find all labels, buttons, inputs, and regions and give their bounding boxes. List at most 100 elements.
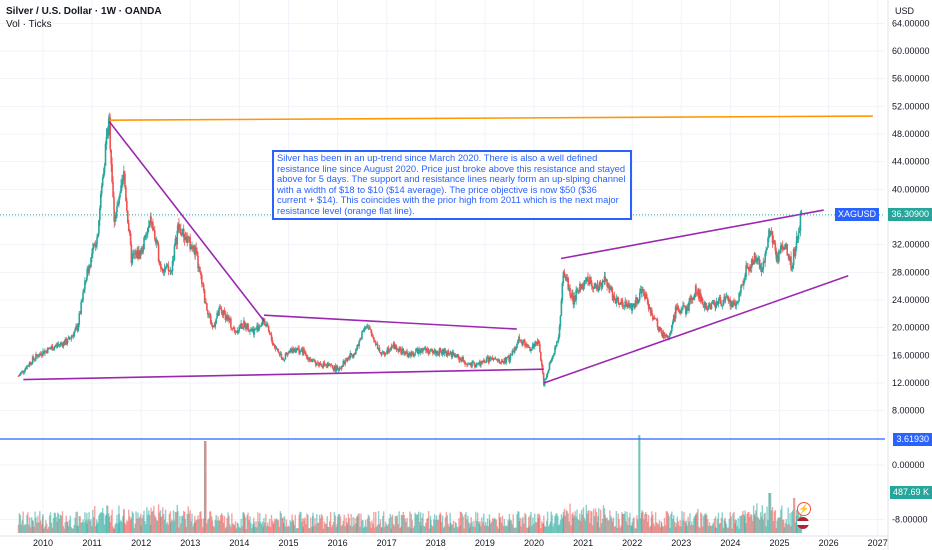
volume-bar	[140, 513, 142, 533]
candle-body	[141, 248, 143, 253]
volume-bar	[47, 527, 50, 533]
candle-body	[447, 350, 450, 355]
volume-bar	[321, 516, 324, 533]
candle-body	[529, 347, 531, 352]
candle-body	[469, 363, 471, 365]
candle-body	[438, 348, 441, 355]
candle-body	[277, 350, 280, 353]
volume-bar	[789, 513, 791, 533]
volume-bar	[298, 514, 300, 533]
volume-bar	[615, 511, 618, 533]
candle-body	[721, 305, 724, 307]
volume-bar	[110, 515, 112, 533]
candle-body	[349, 353, 352, 358]
currency-label[interactable]: USD	[895, 6, 915, 16]
volume-bar	[739, 516, 741, 533]
candle-body	[491, 357, 494, 360]
y-tick-label: 12.00000	[892, 378, 930, 388]
volume-bar	[268, 518, 271, 533]
candle-body	[602, 280, 605, 283]
candle-body	[89, 264, 91, 268]
candle-body	[542, 372, 545, 381]
candle-body	[38, 356, 40, 358]
candle-body	[578, 290, 580, 292]
volume-bar	[606, 517, 608, 533]
volume-bar	[688, 521, 690, 533]
candle-body	[742, 284, 744, 286]
candle-body	[792, 249, 795, 265]
volume-bar	[353, 525, 355, 533]
y-tick-label: 44.00000	[892, 157, 930, 167]
volume-bar	[647, 515, 650, 533]
flag-icon[interactable]	[797, 517, 809, 529]
volume-bar	[756, 503, 758, 533]
candle-body	[686, 305, 688, 311]
volume-bar	[263, 517, 265, 533]
candle-body	[137, 249, 139, 259]
candle-body	[357, 344, 359, 346]
volume-bar	[481, 517, 483, 533]
volume-bar	[375, 526, 378, 533]
candle-body	[356, 344, 359, 350]
volume-bar	[795, 515, 798, 533]
candle-body	[607, 283, 609, 287]
volume-bar	[349, 525, 351, 533]
volume-bar	[706, 514, 708, 533]
volume-bar	[30, 517, 33, 533]
candle-body	[314, 359, 316, 363]
volume-bar	[697, 508, 699, 533]
volume-bar	[251, 527, 253, 533]
x-tick-label: 2016	[328, 538, 348, 548]
volume-bar	[494, 519, 497, 533]
volume-bar	[34, 511, 36, 533]
annotation-text[interactable]: Silver has been in an up-trend since Mar…	[272, 150, 632, 220]
candle-body	[474, 363, 476, 368]
volume-bar	[498, 517, 501, 533]
candle-body	[268, 331, 271, 334]
volume-bar	[53, 512, 56, 533]
candle-body	[181, 228, 184, 233]
candle-body	[177, 223, 179, 231]
volume-bar	[485, 525, 488, 533]
candle-body	[597, 289, 600, 291]
candle-body	[240, 323, 242, 329]
candle-body	[359, 338, 361, 341]
volume-bar	[483, 513, 485, 533]
candle-body	[756, 258, 758, 262]
candle-body	[204, 302, 206, 303]
candle-body	[510, 354, 513, 356]
candle-body	[408, 352, 410, 357]
candle-body	[216, 312, 218, 319]
lightning-icon[interactable]: ⚡	[797, 502, 811, 516]
volume-bar	[383, 526, 386, 533]
candle-body	[231, 327, 233, 329]
volume-bar	[550, 511, 552, 533]
volume-bar	[305, 524, 307, 533]
volume-bar	[414, 512, 416, 533]
volume-bar	[332, 522, 335, 533]
candle-body	[442, 349, 445, 354]
volume-bar	[434, 519, 437, 533]
volume-bar	[232, 523, 234, 533]
volume-bar	[112, 526, 114, 533]
volume-bar	[134, 523, 136, 533]
volume-bar	[637, 519, 639, 533]
candle-body	[668, 336, 670, 340]
volume-bar	[725, 523, 728, 533]
candle-body	[178, 223, 180, 230]
candle-body	[691, 297, 693, 300]
volume-bar	[441, 515, 444, 533]
candle-body	[544, 378, 547, 380]
candle-body	[763, 261, 766, 263]
volume-bar	[267, 526, 270, 533]
candle-body	[648, 307, 651, 309]
candle-body	[92, 248, 94, 254]
volume-bar	[228, 515, 230, 533]
volume-bar	[194, 522, 196, 533]
volume-bar	[746, 513, 748, 533]
volume-bar	[476, 520, 478, 533]
volume-bar	[35, 517, 37, 533]
volume-bar	[249, 516, 251, 533]
volume-bar	[61, 511, 64, 533]
